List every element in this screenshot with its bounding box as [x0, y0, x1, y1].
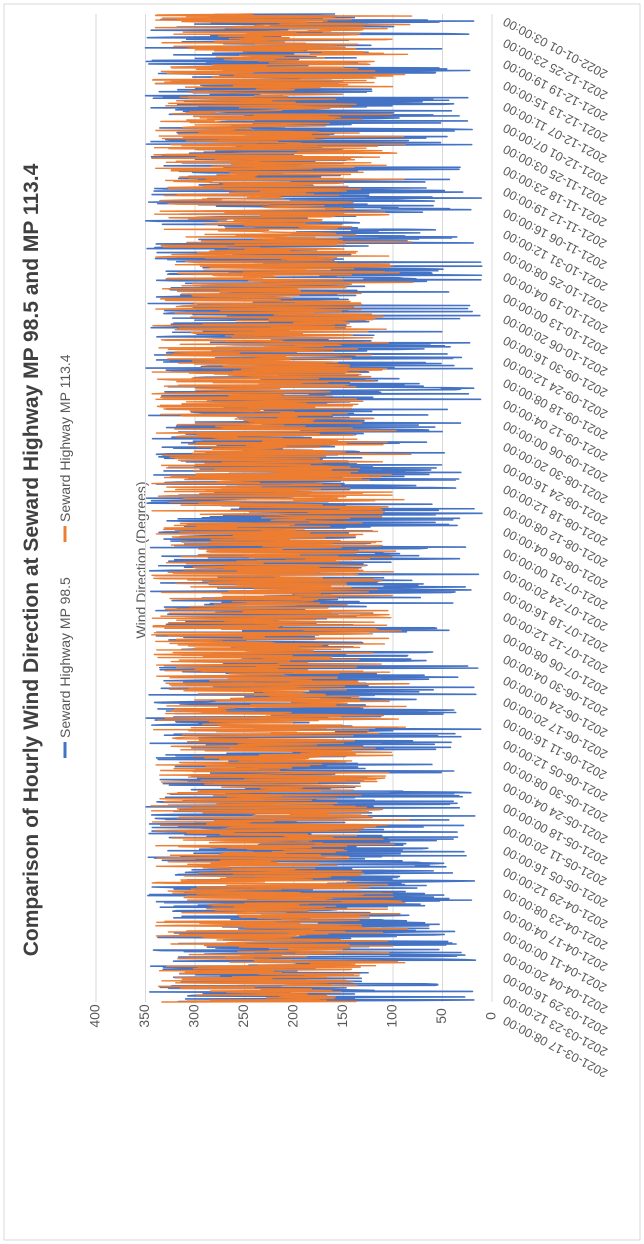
y-axis-ticks: 0 50 100 150 200 250 300 350 400 [87, 1004, 499, 1028]
y-tick-label: 150 [334, 1004, 350, 1028]
series-line-mp113-4 [150, 13, 414, 1003]
y-tick-label: 400 [87, 1004, 103, 1028]
y-tick-label: 300 [186, 1004, 202, 1028]
plot-series [144, 13, 483, 1003]
legend-label-mp113: Seward Highway MP 113.4 [57, 354, 73, 522]
y-axis-title: Wind Direction (Degrees) [133, 481, 149, 638]
y-tick-label: 250 [235, 1004, 251, 1028]
y-tick-label: 100 [384, 1004, 400, 1028]
y-tick-label: 50 [433, 1008, 449, 1024]
chart-title: Comparison of Hourly Wind Direction at S… [20, 163, 43, 956]
legend: Seward Highway MP 98.5 Seward Highway MP… [57, 354, 73, 758]
y-tick-label: 350 [136, 1004, 152, 1028]
legend-label-mp98: Seward Highway MP 98.5 [57, 577, 73, 738]
y-tick-label: 200 [285, 1004, 301, 1028]
y-tick-label: 0 [483, 1012, 499, 1020]
